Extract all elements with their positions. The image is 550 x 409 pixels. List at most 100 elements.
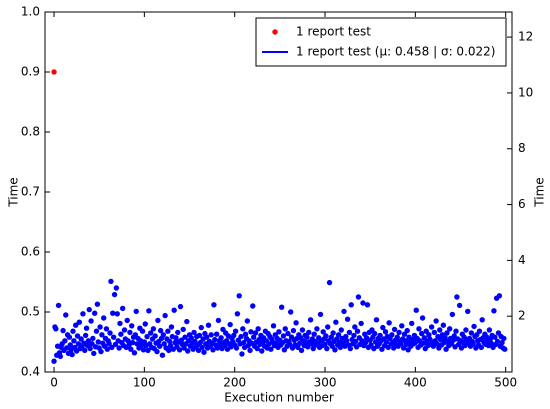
data-point <box>91 310 98 316</box>
data-point <box>501 335 507 342</box>
data-point <box>250 334 257 340</box>
data-point <box>433 318 439 324</box>
data-point <box>354 328 361 334</box>
data-point <box>244 318 251 324</box>
data-point <box>93 328 100 334</box>
data-point <box>276 329 282 335</box>
data-point <box>353 338 359 345</box>
data-point <box>78 336 84 342</box>
y-tick-label: 1.0 <box>21 5 40 19</box>
data-point <box>428 324 435 330</box>
data-point <box>396 329 402 336</box>
data-point <box>446 326 453 332</box>
data-point <box>162 312 168 319</box>
data-point <box>166 347 172 354</box>
data-point <box>133 308 139 315</box>
data-point <box>231 332 237 339</box>
x-tick-label: 500 <box>494 376 517 390</box>
data-point <box>419 315 426 321</box>
data-point <box>159 352 166 358</box>
data-point <box>171 307 177 313</box>
data-point <box>110 310 116 316</box>
data-point <box>85 338 92 344</box>
data-point <box>409 320 415 327</box>
legend-dot <box>272 29 278 35</box>
data-point <box>341 308 347 315</box>
x-tick-label: 100 <box>133 376 156 390</box>
y-axis-label: Time <box>7 177 21 207</box>
data-point <box>155 317 161 324</box>
data-point <box>337 344 344 351</box>
data-point <box>351 332 357 339</box>
y-tick-label: 0.7 <box>21 185 40 199</box>
data-point <box>97 324 103 330</box>
data-point <box>282 326 288 332</box>
data-point <box>71 338 77 344</box>
data-point <box>440 322 447 328</box>
data-point <box>256 336 262 343</box>
data-point <box>360 300 366 306</box>
data-point <box>134 341 140 347</box>
data-point <box>131 350 138 356</box>
data-point <box>176 347 183 353</box>
data-point <box>80 311 86 317</box>
data-point <box>478 344 484 351</box>
data-point <box>270 323 277 329</box>
data-point <box>332 347 338 353</box>
data-point <box>304 334 310 340</box>
data-point <box>280 333 287 339</box>
data-point <box>273 340 279 346</box>
data-point <box>394 334 400 340</box>
data-point <box>55 302 62 309</box>
data-point <box>89 341 95 347</box>
data-point <box>129 323 135 329</box>
data-point <box>346 329 353 336</box>
data-point <box>502 346 508 352</box>
data-point <box>343 338 350 344</box>
data-point <box>94 301 101 307</box>
data-point <box>418 330 425 337</box>
data-point <box>218 335 224 341</box>
data-point <box>238 333 244 340</box>
data-point <box>453 328 459 334</box>
data-point <box>233 345 240 351</box>
data-point <box>492 334 498 340</box>
data-point <box>344 316 351 322</box>
data-point <box>499 339 505 346</box>
data-point <box>161 341 167 347</box>
data-point <box>299 327 306 333</box>
data-point <box>444 330 450 336</box>
data-point <box>377 332 383 339</box>
data-point <box>111 291 118 298</box>
data-point <box>211 302 217 308</box>
data-point <box>364 302 371 308</box>
data-point <box>146 308 152 314</box>
data-point <box>491 308 497 314</box>
data-point <box>83 325 90 331</box>
data-point <box>242 331 249 337</box>
data-point <box>295 344 301 351</box>
data-point <box>431 329 438 336</box>
data-point <box>108 278 114 285</box>
data-point <box>147 330 154 336</box>
data-point <box>451 333 457 339</box>
x-tick-label: 400 <box>404 376 427 390</box>
data-point <box>343 333 349 340</box>
data-point <box>287 309 294 315</box>
x-tick-label: 200 <box>223 376 246 390</box>
data-point <box>333 319 339 325</box>
data-point <box>121 327 128 333</box>
y-tick-label: 0.5 <box>21 305 40 319</box>
data-point <box>293 320 299 326</box>
data-point <box>476 328 483 334</box>
y2-tick-label: 6 <box>518 197 526 211</box>
data-point <box>488 340 494 346</box>
data-point <box>298 347 305 354</box>
data-point <box>157 327 164 334</box>
data-point <box>208 332 214 338</box>
data-point <box>456 302 463 309</box>
data-point <box>335 332 342 338</box>
data-point <box>166 338 173 345</box>
data-point <box>109 344 115 351</box>
